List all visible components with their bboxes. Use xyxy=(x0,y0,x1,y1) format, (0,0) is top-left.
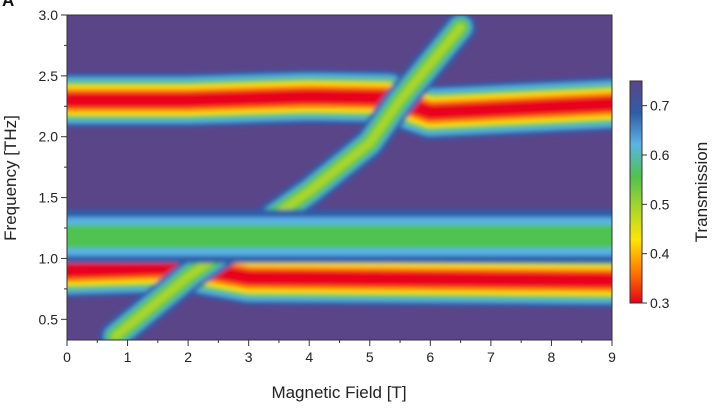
x-tick-label: 0 xyxy=(63,349,71,365)
colorbar: 0.3 0.4 0.5 0.6 0.7 Transmission xyxy=(629,80,711,311)
y-tick-label: 2.5 xyxy=(39,68,59,84)
colorbar-tick-label: 0.4 xyxy=(650,246,670,262)
x-tick-label: 5 xyxy=(366,349,374,365)
colorbar-gradient xyxy=(629,80,643,304)
y-tick-label: 0.5 xyxy=(39,311,59,327)
band-lower-polariton-band-level-5 xyxy=(67,259,612,289)
band-upper-polariton-band-level-5 xyxy=(67,88,612,121)
y-tick-label: 2.0 xyxy=(39,129,59,145)
colorbar-tick-label: 0.3 xyxy=(650,295,670,311)
panel-label: A xyxy=(2,0,15,10)
colorbar-label: Transmission xyxy=(692,142,711,242)
x-tick-label: 6 xyxy=(426,349,434,365)
x-tick-label: 7 xyxy=(487,349,495,365)
x-tick-label: 9 xyxy=(608,349,616,365)
colorbar-tick-label: 0.5 xyxy=(650,196,670,212)
colorbar-tick-label: 0.7 xyxy=(650,98,670,114)
plot-area xyxy=(67,15,612,340)
band-cyclotron-resonance-level-5 xyxy=(110,22,466,340)
x-tick-label: 1 xyxy=(124,349,132,365)
x-tick-label: 4 xyxy=(305,349,313,365)
colorbar-tick-label: 0.6 xyxy=(650,147,670,163)
resonance-bands xyxy=(67,15,612,340)
y-tick-label: 1.5 xyxy=(39,190,59,206)
colorbar-ticks: 0.3 0.4 0.5 0.6 0.7 xyxy=(642,98,670,311)
x-tick-label: 8 xyxy=(548,349,556,365)
y-axis-label: Frequency [THz] xyxy=(1,115,20,241)
x-axis: 0 1 2 3 4 5 6 7 8 9 xyxy=(63,340,616,365)
x-tick-label: 2 xyxy=(184,349,192,365)
x-axis-label: Magnetic Field [T] xyxy=(271,383,406,402)
y-tick-label: 1.0 xyxy=(39,250,59,266)
y-axis: 0.5 1.0 1.5 2.0 2.5 3.0 xyxy=(39,7,67,327)
y-tick-label: 3.0 xyxy=(39,7,59,23)
x-tick-label: 3 xyxy=(245,349,253,365)
